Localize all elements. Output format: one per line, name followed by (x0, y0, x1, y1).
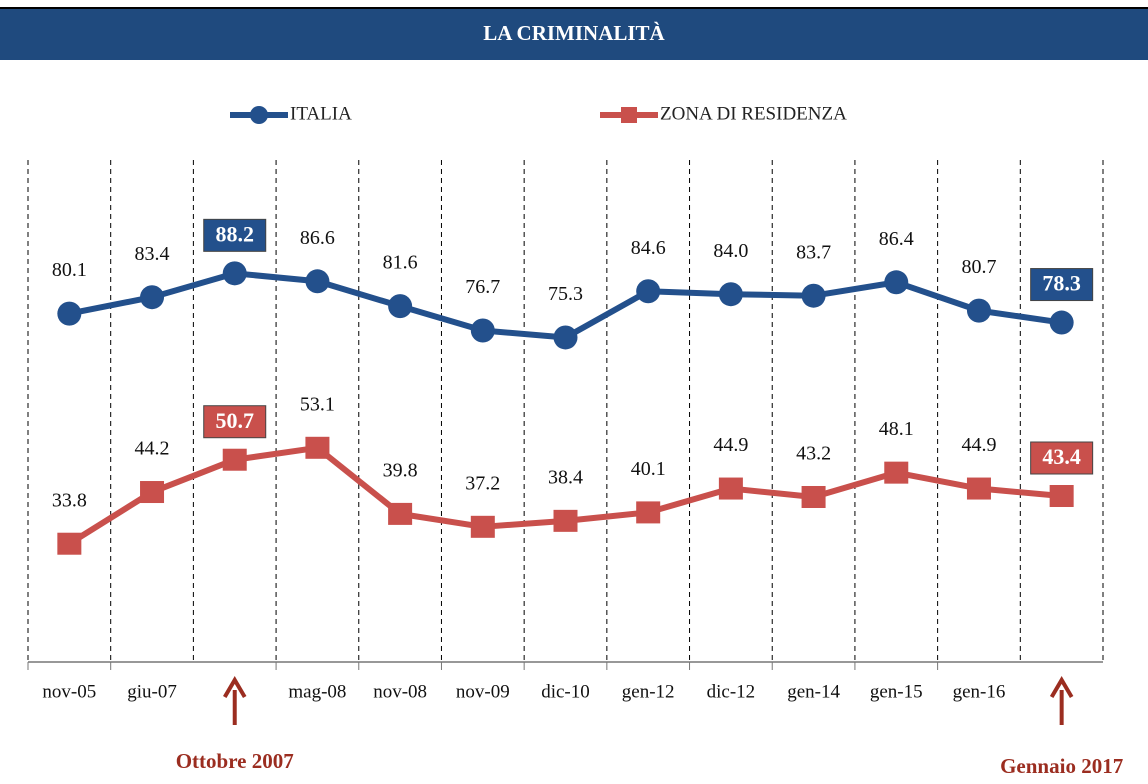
value-label: 48.1 (879, 418, 914, 440)
value-label: 76.7 (465, 276, 500, 298)
data-point (57, 532, 82, 555)
value-label: 39.8 (383, 459, 418, 481)
value-label-box (1030, 441, 1094, 475)
data-point (553, 325, 578, 350)
data-point (140, 481, 165, 504)
value-label: 37.2 (465, 472, 500, 494)
data-point (388, 294, 413, 319)
data-point (966, 298, 991, 323)
value-label: 44.9 (713, 434, 748, 456)
value-label: 86.6 (300, 227, 335, 249)
value-label-box (203, 218, 267, 252)
chart-title: LA CRIMINALITÀ (483, 21, 665, 45)
annotation: Gennaio 2017 (1000, 754, 1123, 778)
x-tick-label: dic-10 (541, 681, 590, 702)
data-point (222, 261, 247, 286)
data-point (1049, 310, 1074, 335)
data-point (636, 279, 661, 304)
value-label: 38.4 (548, 466, 583, 488)
x-tick-label: gen-16 (953, 681, 1006, 702)
value-label: 86.4 (879, 228, 914, 250)
data-point (470, 318, 495, 343)
value-label: 88.2 (215, 221, 254, 246)
data-point (140, 285, 165, 310)
value-label: 44.9 (961, 434, 996, 456)
x-tick-label: nov-09 (456, 681, 510, 702)
x-tick-label: mag-08 (288, 681, 346, 702)
legend-marker (250, 106, 268, 124)
data-point (718, 477, 743, 500)
value-label: 84.6 (631, 237, 666, 259)
x-tick-label: dic-12 (707, 681, 756, 702)
value-label: 33.8 (52, 489, 87, 511)
data-point (470, 515, 495, 538)
data-point (884, 270, 909, 295)
data-point (636, 501, 661, 524)
x-tick-label: giu-07 (127, 681, 177, 702)
value-label: 83.4 (135, 243, 170, 265)
value-label: 84.0 (713, 240, 748, 262)
x-tick-label: nov-05 (42, 681, 96, 702)
value-label-box (203, 405, 267, 439)
x-tick-label: gen-14 (787, 681, 840, 702)
value-label: 50.7 (215, 408, 254, 433)
x-tick-label: gen-15 (870, 681, 923, 702)
data-point (801, 485, 826, 508)
value-label: 40.1 (631, 458, 666, 480)
annotation-arrow-head (223, 676, 247, 699)
value-label: 43.4 (1042, 444, 1081, 469)
legend-label: ZONA DI RESIDENZA (660, 103, 847, 124)
legend-label: ITALIA (290, 103, 352, 124)
value-label: 43.2 (796, 443, 831, 465)
data-point (388, 502, 413, 525)
data-point (57, 301, 82, 326)
x-tick-label: nov-08 (373, 681, 427, 702)
annotation: Ottobre 2007 (176, 749, 294, 773)
x-tick-label: gen-12 (622, 681, 675, 702)
value-label-box (1030, 268, 1094, 302)
annotation-arrow-head (1049, 676, 1074, 699)
value-label: 80.7 (961, 256, 996, 278)
value-label: 75.3 (548, 283, 583, 305)
value-label: 83.7 (796, 241, 831, 263)
value-label: 80.1 (52, 259, 87, 281)
data-point (553, 509, 578, 532)
legend-marker (621, 107, 637, 123)
data-point (305, 269, 330, 294)
data-point (966, 477, 991, 500)
data-point (884, 461, 909, 484)
data-point (222, 448, 247, 471)
value-label: 44.2 (135, 438, 170, 460)
data-point (1049, 485, 1074, 508)
value-label: 81.6 (383, 252, 418, 274)
data-point (305, 436, 330, 459)
data-point (801, 283, 826, 308)
data-point (718, 282, 743, 307)
header-bar (0, 8, 1148, 60)
value-label: 78.3 (1042, 271, 1081, 296)
value-label: 53.1 (300, 393, 335, 415)
